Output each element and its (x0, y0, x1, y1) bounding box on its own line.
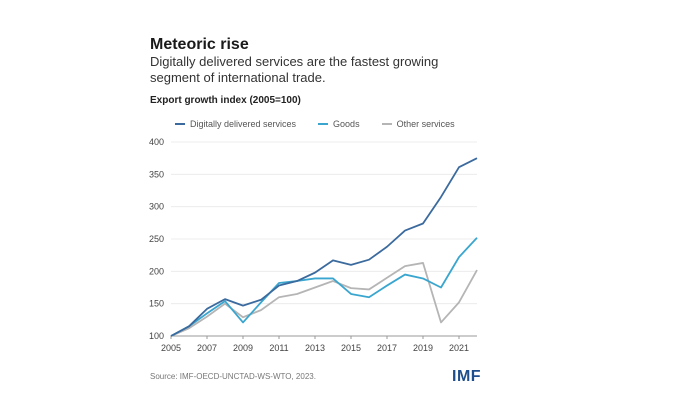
y-tick-label: 100 (149, 331, 164, 341)
legend-item-digital: Digitally delivered services (175, 119, 296, 129)
series-line-goods (170, 237, 478, 337)
x-tick-label: 2019 (413, 343, 433, 353)
y-tick-label: 350 (149, 169, 164, 179)
y-tick-label: 250 (149, 234, 164, 244)
x-tick-label: 2009 (233, 343, 253, 353)
legend-swatch (381, 123, 392, 125)
y-tick-label: 200 (149, 266, 164, 276)
legend-item-goods: Goods (318, 119, 360, 129)
legend-item-other: Other services (381, 119, 455, 129)
imf-logo: IMF (452, 368, 482, 385)
legend-swatch (175, 123, 185, 125)
series-line-digitally-delivered-services (170, 157, 478, 337)
chart-title: Meteoric rise (150, 36, 249, 53)
series-line-other-services (170, 262, 478, 337)
chart-subtitle: Digitally delivered services are the fas… (150, 54, 439, 85)
x-tick-label: 2007 (197, 343, 217, 353)
legend-label: Goods (333, 119, 360, 129)
legend-label: Digitally delivered services (190, 119, 297, 129)
y-tick-label: 300 (149, 202, 164, 212)
x-tick-label: 2013 (305, 343, 325, 353)
y-tick-label: 400 (149, 137, 164, 147)
legend: Digitally delivered services Goods Other… (175, 119, 455, 129)
x-tick-label: 2011 (269, 343, 288, 353)
x-tick-label: 2005 (161, 343, 181, 353)
source-note: Source: IMF-OECD-UNCTAD-WS-WTO, 2023. (150, 372, 316, 381)
x-tick-label: 2017 (377, 343, 397, 353)
x-tick-label: 2015 (341, 343, 361, 353)
legend-swatch (318, 123, 329, 125)
y-axis-title: Export growth index (2005=100) (150, 95, 301, 106)
y-tick-label: 150 (149, 299, 164, 309)
x-tick-label: 2021 (449, 343, 469, 353)
legend-label: Other services (396, 119, 455, 129)
